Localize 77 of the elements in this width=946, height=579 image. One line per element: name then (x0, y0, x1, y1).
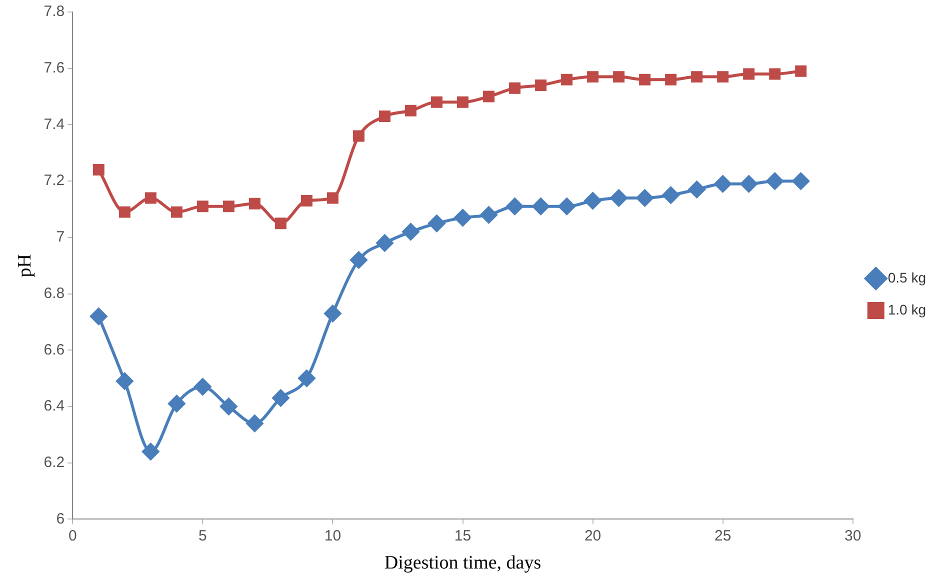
point (691, 71, 703, 83)
point (561, 74, 573, 86)
y-tick-label: 6.6 (44, 341, 65, 358)
point (766, 172, 784, 190)
point (272, 390, 290, 407)
point (457, 96, 468, 108)
point (350, 251, 368, 268)
point (688, 181, 706, 198)
point (168, 395, 186, 412)
point (665, 74, 677, 86)
point (274, 218, 286, 230)
point (431, 96, 442, 108)
point (532, 198, 550, 215)
point (298, 370, 316, 387)
point (300, 195, 312, 207)
y-tick-label: 7.4 (44, 116, 65, 133)
legend-label: 0.5 kg (888, 269, 926, 286)
point (248, 198, 260, 210)
point (118, 206, 130, 218)
point (584, 192, 602, 210)
point (613, 71, 625, 83)
point (428, 214, 446, 232)
point (483, 90, 495, 102)
point (170, 206, 182, 218)
point (558, 198, 576, 215)
point (714, 175, 732, 192)
point (587, 71, 599, 83)
x-tick-label: 25 (714, 527, 732, 544)
point (142, 443, 160, 460)
point (222, 200, 234, 212)
point (144, 192, 156, 204)
point (376, 234, 394, 252)
x-tick-label: 20 (584, 527, 602, 544)
y-tick-label: 7.2 (44, 172, 65, 190)
point (454, 209, 472, 226)
point (743, 68, 755, 80)
y-tick-label: 6.8 (44, 284, 65, 302)
point (639, 74, 651, 86)
point (326, 192, 338, 204)
x-tick-label: 30 (844, 527, 862, 544)
x-axis-title: Digestion time, days (384, 552, 542, 574)
point (220, 398, 238, 415)
x-tick-label: 0 (68, 527, 77, 544)
point (610, 189, 628, 206)
x-tick-label: 5 (198, 527, 207, 544)
point (378, 110, 390, 122)
point (662, 186, 680, 204)
y-tick-label: 6.2 (44, 454, 65, 471)
point (405, 104, 416, 116)
y-tick-label: 7.6 (44, 59, 65, 76)
y-tick-label: 6.4 (44, 398, 65, 415)
point (636, 189, 654, 206)
y-tick-label: 6 (56, 510, 65, 528)
point (535, 80, 547, 92)
point (506, 198, 524, 215)
point (769, 68, 781, 80)
x-tick-label: 10 (324, 527, 342, 544)
point (509, 82, 521, 94)
point (116, 372, 134, 390)
point (352, 130, 364, 142)
point (196, 200, 208, 212)
y-axis-title: pH (14, 254, 36, 278)
point (480, 206, 498, 224)
point (792, 172, 810, 190)
point (402, 223, 420, 240)
point (90, 308, 108, 325)
point (740, 175, 758, 192)
y-tick-label: 7 (56, 228, 65, 246)
legend-label: 1.0 kg (888, 301, 926, 318)
point (717, 71, 729, 83)
y-tick-label: 7.8 (44, 3, 65, 20)
point (194, 378, 212, 396)
point (795, 65, 807, 77)
x-tick-label: 15 (454, 527, 472, 544)
point (246, 414, 264, 432)
point (92, 164, 104, 176)
point (324, 305, 342, 322)
